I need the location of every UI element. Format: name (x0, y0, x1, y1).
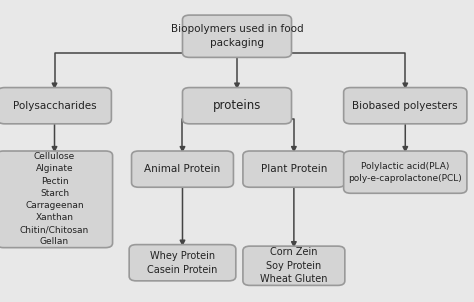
Text: Plant Protein: Plant Protein (261, 164, 327, 174)
FancyBboxPatch shape (243, 151, 345, 187)
FancyBboxPatch shape (182, 88, 292, 124)
Text: Biobased polyesters: Biobased polyesters (353, 101, 458, 111)
Text: Cellulose
Alginate
Pectin
Starch
Carrageenan
Xanthan
Chitin/Chitosan
Gellan: Cellulose Alginate Pectin Starch Carrage… (20, 152, 89, 246)
Text: Animal Protein: Animal Protein (145, 164, 220, 174)
FancyBboxPatch shape (129, 245, 236, 281)
FancyBboxPatch shape (131, 151, 233, 187)
Text: Polysaccharides: Polysaccharides (13, 101, 96, 111)
FancyBboxPatch shape (243, 246, 345, 285)
Text: Whey Protein
Casein Protein: Whey Protein Casein Protein (147, 251, 218, 275)
FancyBboxPatch shape (182, 15, 292, 57)
FancyBboxPatch shape (344, 151, 467, 193)
FancyBboxPatch shape (0, 88, 111, 124)
FancyBboxPatch shape (344, 88, 467, 124)
FancyBboxPatch shape (0, 151, 112, 248)
Text: proteins: proteins (213, 99, 261, 112)
Text: Corn Zein
Soy Protein
Wheat Gluten: Corn Zein Soy Protein Wheat Gluten (260, 247, 328, 284)
Text: Polylactic acid(PLA)
poly-e-caprolactone(PCL): Polylactic acid(PLA) poly-e-caprolactone… (348, 162, 462, 183)
Text: Biopolymers used in food
packaging: Biopolymers used in food packaging (171, 24, 303, 48)
